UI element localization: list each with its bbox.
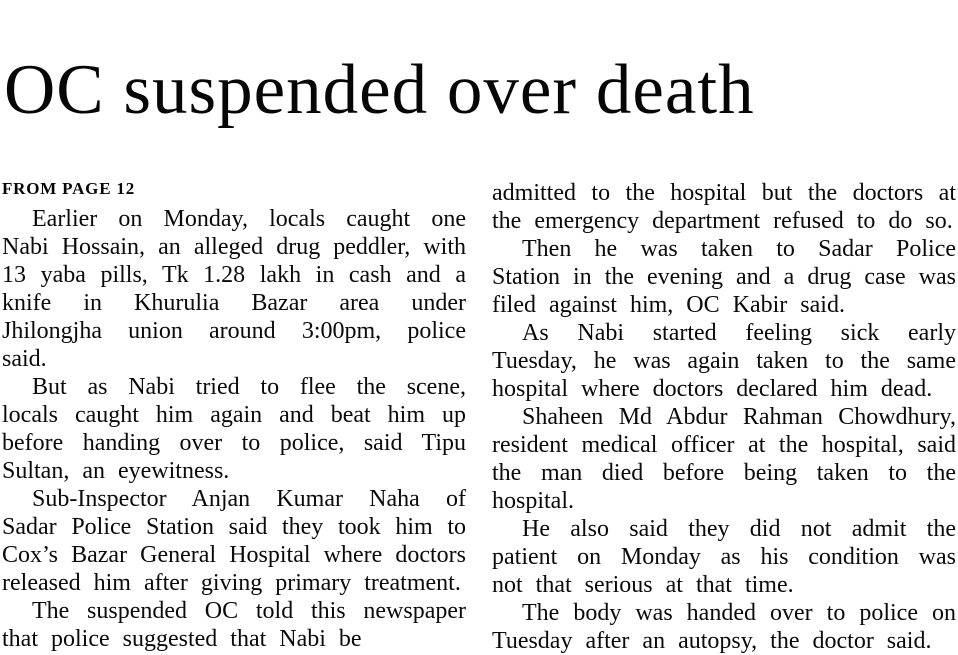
article-paragraph: But as Nabi tried to flee the scene, loc… — [2, 374, 466, 485]
article-body: FROM PAGE 12 Earlier on Monday, locals c… — [0, 179, 958, 655]
article-paragraph: As Nabi started feeling sick early Tuesd… — [492, 320, 956, 403]
article-paragraph: Earlier on Monday, locals caught one Nab… — [2, 206, 466, 373]
article-column-right: admitted to the hospital but the doctors… — [492, 179, 956, 655]
continuation-kicker: FROM PAGE 12 — [2, 179, 135, 199]
article-paragraph: The body was handed over to police on Tu… — [492, 600, 956, 655]
newspaper-article: OC suspended over death FROM PAGE 12 Ear… — [0, 47, 958, 654]
article-column-left: FROM PAGE 12 Earlier on Monday, locals c… — [2, 179, 466, 655]
article-paragraph: Then he was taken to Sadar Police Statio… — [492, 236, 956, 319]
article-paragraph: The suspended OC told this newspaper tha… — [2, 598, 466, 653]
article-paragraph: He also said they did not admit the pati… — [492, 516, 956, 599]
article-paragraph: Sub-Inspector Anjan Kumar Naha of Sadar … — [2, 486, 466, 597]
article-paragraph-continuation: admitted to the hospital but the doctors… — [492, 180, 956, 235]
article-headline: OC suspended over death — [4, 50, 755, 129]
article-paragraph: Shaheen Md Abdur Rahman Chowdhury, resid… — [492, 404, 956, 515]
